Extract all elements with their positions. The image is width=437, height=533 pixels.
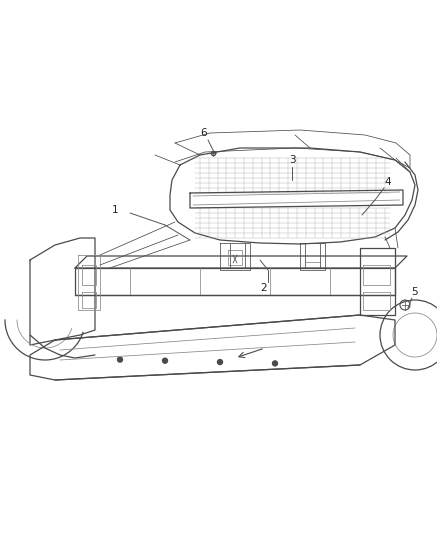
Text: 5: 5 [412, 287, 418, 297]
Circle shape [273, 361, 277, 366]
Text: 1: 1 [112, 205, 118, 215]
Circle shape [118, 357, 122, 362]
Text: 6: 6 [201, 128, 207, 138]
Text: 3: 3 [289, 155, 295, 165]
Circle shape [163, 358, 167, 363]
Text: 2: 2 [261, 283, 267, 293]
Text: 4: 4 [385, 177, 391, 187]
Circle shape [218, 360, 222, 365]
